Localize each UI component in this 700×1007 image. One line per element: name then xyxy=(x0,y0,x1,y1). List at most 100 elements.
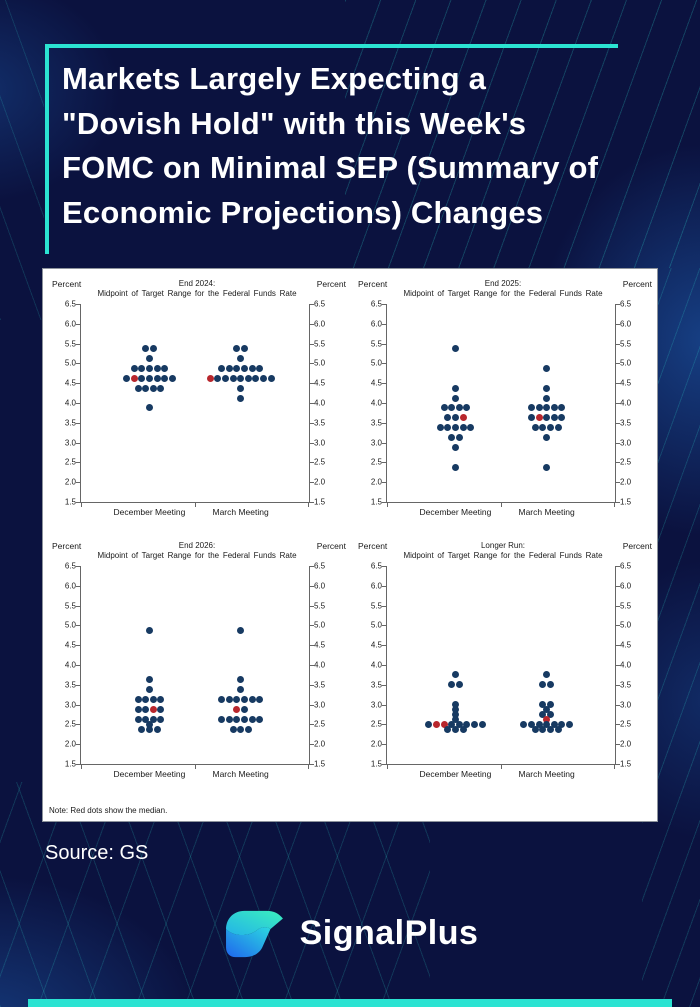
projection-dot xyxy=(546,681,554,689)
median-dot xyxy=(432,720,440,728)
dot-plot-end-2026: Percent End 2026: Midpoint of Target Range… xyxy=(44,534,350,796)
y-tick-mark-right xyxy=(310,383,314,385)
projection-dot xyxy=(546,701,554,709)
y-tick-mark-left xyxy=(76,383,80,385)
y-tick-label-right: 5.0 xyxy=(314,620,326,630)
projection-dot xyxy=(218,715,226,723)
brand-name: SignalPlus xyxy=(299,913,479,952)
y-tick-mark-right xyxy=(616,502,620,503)
y-tick-label-left: 6.5 xyxy=(370,561,382,571)
y-tick-mark-left xyxy=(76,422,80,424)
plot-area: 6.5 6.5 6.0 6.0 5.5 5.5 5.0 5.0 4.5 4.5 4.0 4.0 3.5 3… xyxy=(65,562,325,780)
y-tick-label-right: 4.0 xyxy=(620,660,632,670)
y-tick-mark-right xyxy=(616,684,620,686)
y-tick-mark-right xyxy=(310,724,314,726)
y-tick-mark-right xyxy=(310,323,314,325)
y-tick-label-left: 2.0 xyxy=(370,739,382,749)
y-tick-mark-right xyxy=(616,482,620,484)
projection-dot xyxy=(531,424,539,432)
projection-dot xyxy=(229,725,237,733)
y-tick-label-right: 1.5 xyxy=(314,497,326,507)
y-axis-unit-label-right: Percent xyxy=(316,279,346,289)
y-tick-mark-right xyxy=(310,566,314,567)
projection-dot xyxy=(558,404,566,412)
x-tick-mark xyxy=(614,764,615,769)
median-dot xyxy=(149,706,157,714)
y-tick-mark-left xyxy=(382,383,386,385)
diagonal-lines-decoration-left xyxy=(0,0,44,320)
y-tick-label-left: 6.5 xyxy=(64,561,76,571)
projection-dot xyxy=(451,414,459,422)
projection-dot xyxy=(546,711,554,718)
y-tick-mark-right xyxy=(616,363,620,365)
y-tick-label-left: 4.5 xyxy=(370,378,382,388)
chart-subtitle: Midpoint of Target Range for the Federal… xyxy=(403,551,603,560)
projection-dot xyxy=(451,671,459,679)
projection-dot xyxy=(451,394,459,402)
median-dot xyxy=(440,720,448,728)
y-tick-label-right: 3.0 xyxy=(314,700,326,710)
y-tick-mark-right xyxy=(616,442,620,444)
projection-dot xyxy=(240,696,248,704)
projection-dot xyxy=(539,711,547,718)
y-tick-mark-left xyxy=(382,566,386,567)
projection-dot xyxy=(436,424,444,432)
projection-dot xyxy=(455,404,463,412)
y-tick-label-left: 2.0 xyxy=(64,739,76,749)
y-tick-mark-right xyxy=(616,645,620,647)
chart-subtitle: Midpoint of Target Range for the Federal… xyxy=(97,289,297,298)
y-tick-mark-left xyxy=(76,403,80,404)
projection-dot xyxy=(145,676,153,684)
projection-dot xyxy=(543,434,551,442)
y-tick-mark-right xyxy=(310,625,314,627)
y-tick-label-right: 5.5 xyxy=(620,601,632,611)
y-tick-label-right: 5.0 xyxy=(314,358,326,368)
y-tick-mark-left xyxy=(382,482,386,484)
y-tick-label-right: 6.0 xyxy=(620,581,632,591)
y-tick-mark-left xyxy=(76,304,80,305)
projection-dot xyxy=(138,374,146,382)
y-tick-label-right: 6.0 xyxy=(314,581,326,591)
projection-dot xyxy=(244,374,252,382)
y-tick-mark-left xyxy=(76,566,80,567)
projection-dot xyxy=(527,720,535,728)
dot-plot-end-2024: Percent End 2024: Midpoint of Target Range… xyxy=(44,272,350,534)
projection-dot xyxy=(535,720,543,728)
projection-dot xyxy=(248,364,256,372)
y-tick-label-right: 4.5 xyxy=(314,378,326,388)
y-tick-label-right: 5.5 xyxy=(314,339,326,349)
page-title: Markets Largely Expecting a "Dovish Hold… xyxy=(62,57,672,235)
dot-plot-end-2025: Percent End 2025: Midpoint of Target Range… xyxy=(350,272,656,534)
y-axis-unit-label-right: Percent xyxy=(622,541,652,551)
projection-dot xyxy=(244,725,252,733)
projection-dot xyxy=(237,384,245,392)
y-tick-mark-right xyxy=(616,304,620,305)
projection-dot xyxy=(444,424,452,432)
projection-dot xyxy=(221,374,229,382)
projection-dot xyxy=(478,720,486,728)
y-tick-mark-left xyxy=(76,704,80,706)
y-tick-label-right: 6.5 xyxy=(620,561,632,571)
y-tick-label-left: 3.0 xyxy=(370,700,382,710)
page-title-line-4: Economic Projections) Changes xyxy=(62,194,544,230)
y-tick-mark-left xyxy=(76,363,80,365)
y-tick-label-right: 6.0 xyxy=(620,319,632,329)
y-tick-label-left: 5.5 xyxy=(64,339,76,349)
projection-dot xyxy=(145,354,153,362)
y-tick-mark-left xyxy=(382,462,386,464)
page-title-line-1: Markets Largely Expecting a xyxy=(62,61,487,96)
y-tick-mark-left xyxy=(382,363,386,365)
projection-dot xyxy=(237,394,245,402)
y-tick-mark-right xyxy=(616,625,620,627)
median-dot xyxy=(130,374,138,382)
projection-dot xyxy=(256,715,264,723)
projection-dot xyxy=(161,364,169,372)
projection-dot xyxy=(543,720,551,728)
projection-dot xyxy=(543,414,551,422)
projection-dot xyxy=(218,364,226,372)
x-tick-mark xyxy=(614,502,615,507)
meeting-label: December Meeting xyxy=(419,507,492,517)
plot-area: 6.5 6.5 6.0 6.0 5.5 5.5 5.0 5.0 4.5 4.5 4.0 4.0 3.5 3… xyxy=(371,562,631,780)
projection-dot xyxy=(153,364,161,372)
y-tick-mark-right xyxy=(616,665,620,666)
